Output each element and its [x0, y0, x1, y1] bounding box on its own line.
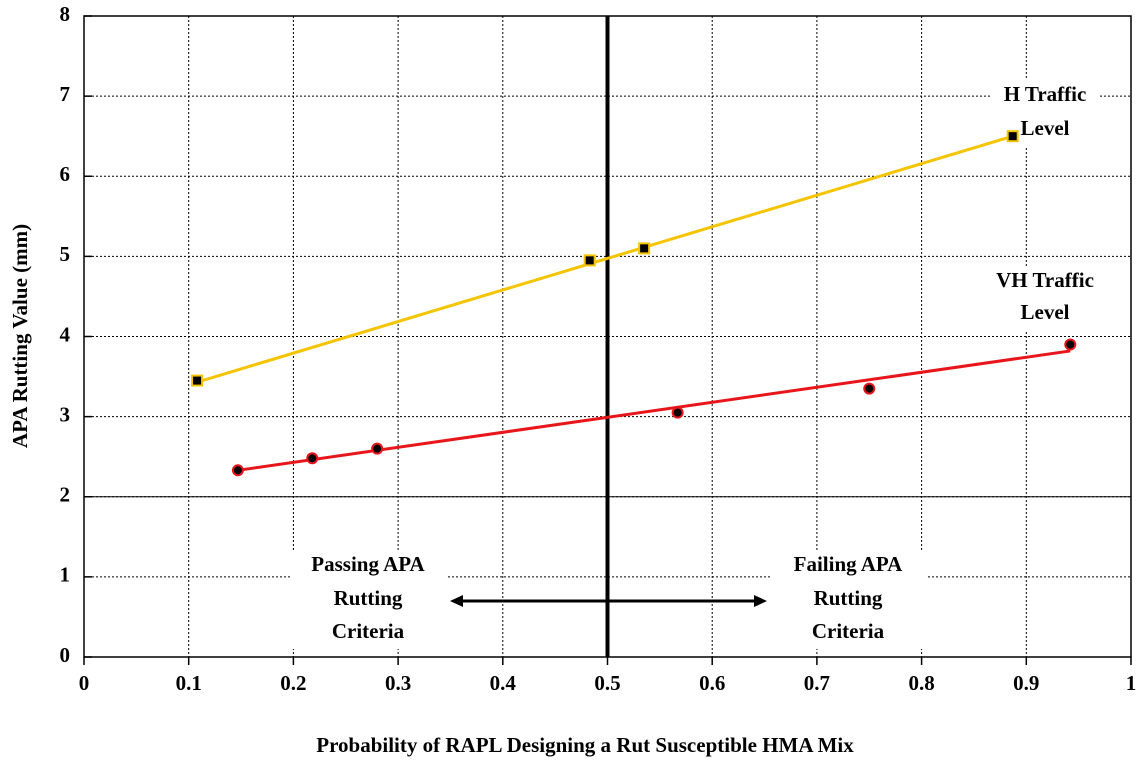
y-tick-label: 4 [60, 322, 71, 346]
annotation: VH Traffic [996, 268, 1094, 292]
annotation-box [770, 550, 926, 649]
arrow-head [754, 595, 767, 607]
point [863, 382, 876, 395]
x-tick-label: 0.9 [1013, 671, 1039, 695]
x-tick-label: 0.1 [176, 671, 202, 695]
y-tick-label: 5 [60, 242, 71, 266]
arrow-head [450, 595, 463, 607]
point [371, 442, 384, 455]
plot-frame [83, 15, 1132, 658]
annotation: Criteria [812, 619, 885, 643]
annotation: Rutting [334, 586, 403, 610]
y-tick-label: 7 [60, 82, 71, 106]
y-tick-label: 8 [60, 2, 71, 26]
annotation: Level [1021, 116, 1070, 140]
point [1064, 338, 1077, 351]
x-tick-label: 0.7 [804, 671, 830, 695]
point [1006, 130, 1019, 143]
annotation: Rutting [814, 586, 883, 610]
trend-line [237, 349, 1071, 472]
annotation: H Traffic [1004, 82, 1087, 106]
x-tick-label: 0.8 [908, 671, 934, 695]
y-tick-label: 3 [60, 402, 71, 426]
point [671, 406, 684, 419]
point [638, 242, 651, 255]
point [583, 254, 596, 267]
x-axis-label: Probability of RAPL Designing a Rut Susc… [316, 733, 854, 757]
x-tick-label: 0.3 [385, 671, 411, 695]
annotation: Level [1021, 300, 1070, 324]
x-tick-label: 0.2 [280, 671, 306, 695]
annotation: Failing APA [794, 552, 904, 576]
y-axis-label: APA Rutting Value (mm) [8, 224, 32, 448]
annotation: Criteria [332, 619, 405, 643]
y-tick-label: 6 [60, 162, 71, 186]
y-tick-label: 2 [60, 483, 71, 507]
annotation-box [990, 266, 1100, 330]
trend-line [196, 134, 1014, 384]
x-tick-label: 0.5 [594, 671, 620, 695]
x-tick-label: 0.6 [699, 671, 725, 695]
x-tick-label: 1 [1126, 671, 1137, 695]
point [306, 452, 319, 465]
x-tick-label: 0 [79, 671, 90, 695]
x-tick-label: 0.4 [490, 671, 517, 695]
annotation-box [290, 550, 446, 649]
point [191, 374, 204, 387]
point [231, 464, 244, 477]
annotation: Passing APA [311, 552, 425, 576]
y-tick-label: 1 [60, 563, 71, 587]
y-tick-label: 0 [60, 643, 71, 667]
